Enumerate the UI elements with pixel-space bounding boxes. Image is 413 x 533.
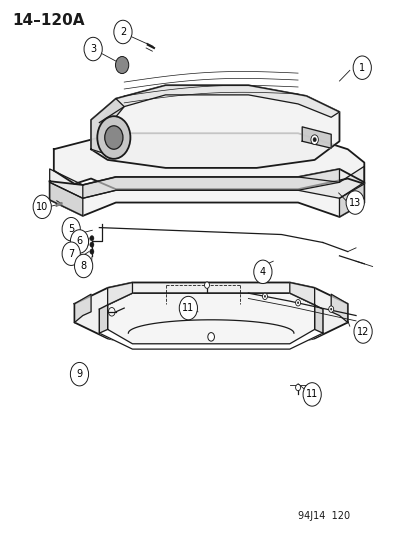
Polygon shape bbox=[91, 99, 124, 155]
Circle shape bbox=[90, 236, 94, 241]
Circle shape bbox=[97, 116, 130, 159]
Circle shape bbox=[295, 300, 300, 306]
Polygon shape bbox=[107, 282, 132, 305]
Circle shape bbox=[263, 295, 265, 297]
Circle shape bbox=[62, 217, 80, 241]
Circle shape bbox=[207, 333, 214, 341]
Text: 5: 5 bbox=[68, 224, 74, 234]
Text: 11: 11 bbox=[305, 390, 318, 399]
Circle shape bbox=[295, 384, 300, 391]
Polygon shape bbox=[107, 293, 314, 344]
Circle shape bbox=[70, 362, 88, 386]
Text: 11: 11 bbox=[182, 303, 194, 313]
Circle shape bbox=[74, 254, 93, 278]
Circle shape bbox=[33, 195, 51, 219]
Text: 14–120A: 14–120A bbox=[12, 13, 85, 28]
Circle shape bbox=[253, 260, 271, 284]
Text: 1: 1 bbox=[358, 63, 364, 72]
Text: 8: 8 bbox=[81, 261, 86, 271]
Circle shape bbox=[328, 306, 333, 312]
Polygon shape bbox=[50, 169, 363, 217]
Polygon shape bbox=[99, 293, 322, 349]
Polygon shape bbox=[50, 166, 363, 198]
Circle shape bbox=[84, 37, 102, 61]
Circle shape bbox=[115, 56, 128, 74]
Polygon shape bbox=[339, 184, 363, 217]
Circle shape bbox=[179, 296, 197, 320]
Text: 4: 4 bbox=[259, 267, 265, 277]
Circle shape bbox=[90, 249, 94, 254]
Polygon shape bbox=[54, 133, 363, 189]
Text: 7: 7 bbox=[68, 249, 74, 259]
Text: 13: 13 bbox=[348, 198, 361, 207]
Text: 2: 2 bbox=[119, 27, 126, 37]
Text: 94J14  120: 94J14 120 bbox=[297, 511, 349, 521]
Circle shape bbox=[302, 383, 320, 406]
Circle shape bbox=[297, 302, 298, 304]
Polygon shape bbox=[289, 282, 314, 305]
Polygon shape bbox=[314, 305, 322, 333]
Circle shape bbox=[330, 308, 331, 310]
Circle shape bbox=[352, 56, 370, 79]
Polygon shape bbox=[99, 305, 107, 333]
Polygon shape bbox=[91, 85, 339, 168]
Text: 10: 10 bbox=[36, 202, 48, 212]
Circle shape bbox=[312, 138, 316, 142]
Polygon shape bbox=[83, 169, 339, 198]
Text: 12: 12 bbox=[356, 327, 368, 336]
Circle shape bbox=[70, 230, 88, 253]
Polygon shape bbox=[74, 282, 347, 344]
Circle shape bbox=[114, 20, 132, 44]
Circle shape bbox=[353, 320, 371, 343]
Polygon shape bbox=[50, 182, 83, 216]
Circle shape bbox=[310, 135, 318, 144]
Circle shape bbox=[62, 242, 80, 265]
Polygon shape bbox=[57, 203, 62, 206]
Circle shape bbox=[262, 293, 267, 300]
Text: 9: 9 bbox=[76, 369, 82, 379]
Polygon shape bbox=[74, 294, 91, 322]
Polygon shape bbox=[99, 85, 339, 123]
Circle shape bbox=[104, 126, 123, 149]
Text: 3: 3 bbox=[90, 44, 96, 54]
Circle shape bbox=[204, 282, 209, 288]
Circle shape bbox=[345, 191, 363, 214]
Text: 6: 6 bbox=[76, 237, 82, 246]
Polygon shape bbox=[301, 127, 330, 148]
Polygon shape bbox=[330, 294, 347, 322]
Circle shape bbox=[90, 242, 94, 247]
